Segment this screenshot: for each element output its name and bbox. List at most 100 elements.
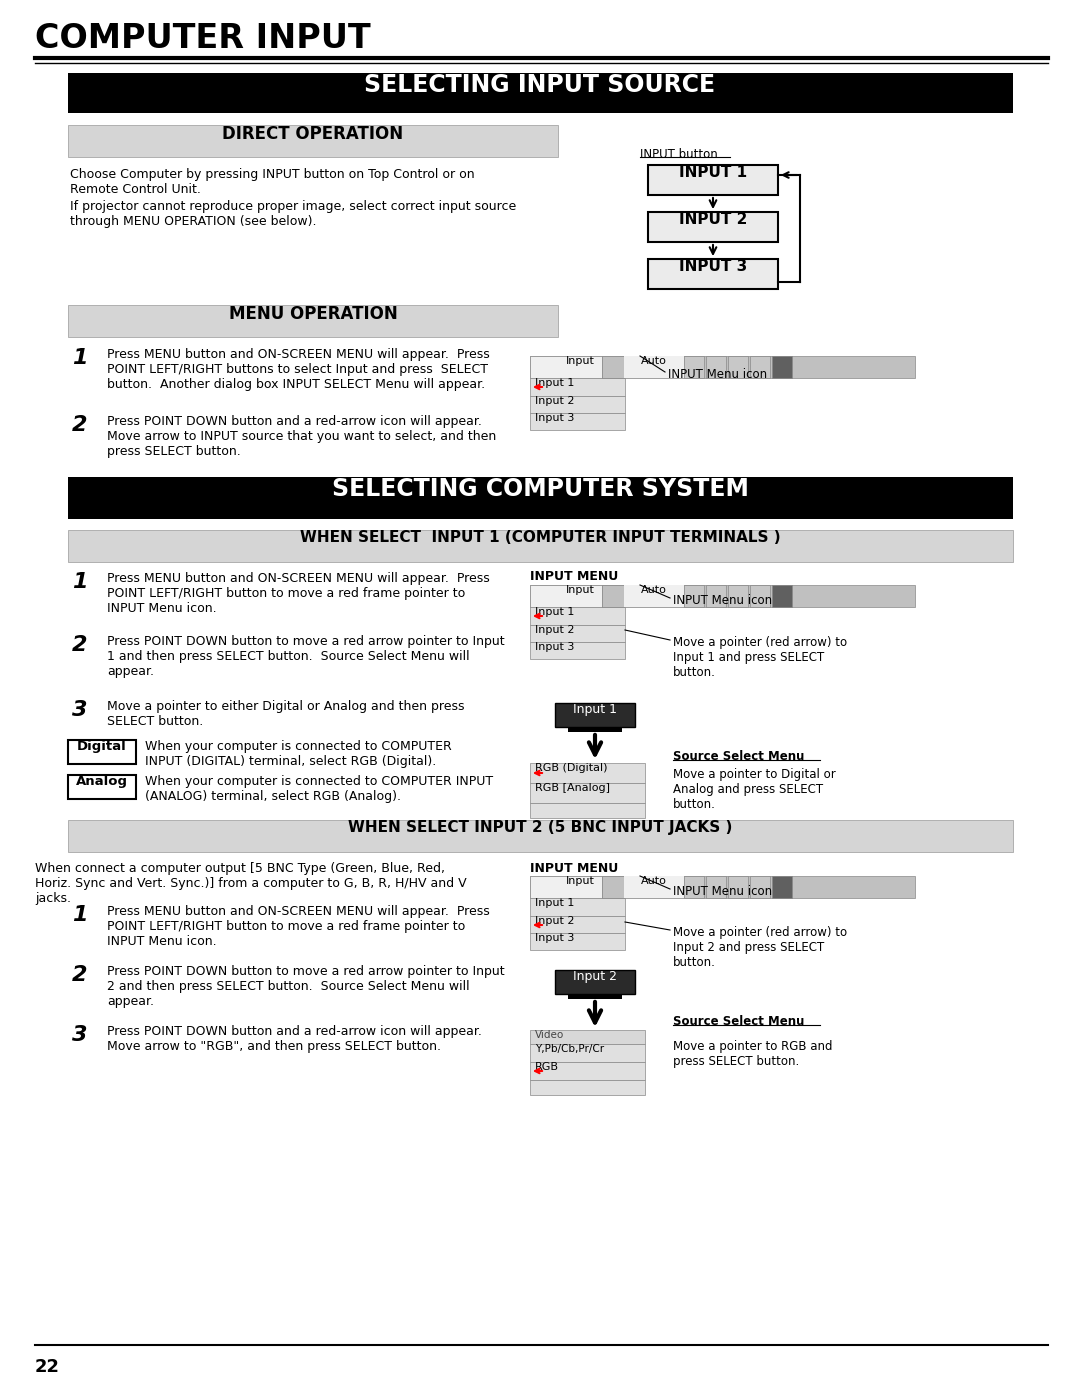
Text: RGB (Digital): RGB (Digital) <box>535 763 607 773</box>
Bar <box>684 876 704 898</box>
Bar <box>602 585 624 608</box>
Text: When connect a computer output [5 BNC Type (Green, Blue, Red,
Horiz. Sync and Ve: When connect a computer output [5 BNC Ty… <box>35 862 467 905</box>
Text: INPUT 2: INPUT 2 <box>679 212 747 226</box>
Bar <box>530 395 625 414</box>
Text: Input 1: Input 1 <box>535 608 575 617</box>
Text: Move a pointer to either Digital or Analog and then press
SELECT button.: Move a pointer to either Digital or Anal… <box>107 700 464 728</box>
Text: INPUT Menu icon: INPUT Menu icon <box>673 886 772 898</box>
Bar <box>68 820 1013 852</box>
Text: Move a pointer to RGB and
press SELECT button.: Move a pointer to RGB and press SELECT b… <box>673 1039 833 1067</box>
Text: 2: 2 <box>72 415 87 434</box>
Text: Press MENU button and ON-SCREEN MENU will appear.  Press
POINT LEFT/RIGHT button: Press MENU button and ON-SCREEN MENU wil… <box>107 571 489 615</box>
Bar <box>68 775 136 799</box>
Bar <box>568 726 622 732</box>
Text: Input 3: Input 3 <box>535 933 575 943</box>
Text: Input 2: Input 2 <box>535 624 575 636</box>
Bar <box>530 643 625 659</box>
Bar <box>728 356 748 379</box>
Bar <box>728 876 748 898</box>
Text: Move a pointer to Digital or
Analog and press SELECT
button.: Move a pointer to Digital or Analog and … <box>673 768 836 812</box>
Text: Source Select Menu: Source Select Menu <box>673 1016 805 1028</box>
Bar <box>530 876 602 898</box>
Text: 3: 3 <box>72 700 87 719</box>
Text: Input 2: Input 2 <box>535 916 575 926</box>
Text: When your computer is connected to COMPUTER
INPUT (DIGITAL) terminal, select RGB: When your computer is connected to COMPU… <box>145 740 451 768</box>
Text: WHEN SELECT  INPUT 1 (COMPUTER INPUT TERMINALS ): WHEN SELECT INPUT 1 (COMPUTER INPUT TERM… <box>299 529 781 545</box>
Bar <box>602 356 624 379</box>
Text: INPUT 1: INPUT 1 <box>679 165 747 180</box>
Bar <box>648 212 778 242</box>
Text: Input 2: Input 2 <box>535 395 575 407</box>
Text: Auto: Auto <box>642 876 667 886</box>
Bar <box>68 476 1013 520</box>
Text: INPUT MENU: INPUT MENU <box>530 862 618 875</box>
Bar <box>684 356 704 379</box>
Text: Auto: Auto <box>642 356 667 366</box>
Text: Move a pointer (red arrow) to
Input 2 and press SELECT
button.: Move a pointer (red arrow) to Input 2 an… <box>673 926 847 970</box>
Text: Input 1: Input 1 <box>535 898 575 908</box>
Text: 1: 1 <box>72 905 87 925</box>
Bar <box>68 305 558 337</box>
Text: Move a pointer (red arrow) to
Input 1 and press SELECT
button.: Move a pointer (red arrow) to Input 1 an… <box>673 636 847 679</box>
Text: Press POINT DOWN button to move a red arrow pointer to Input
1 and then press SE: Press POINT DOWN button to move a red ar… <box>107 636 504 678</box>
Bar <box>772 356 792 379</box>
Bar <box>530 585 915 608</box>
Text: Digital: Digital <box>77 740 126 753</box>
Bar <box>772 585 792 608</box>
Bar <box>530 379 625 395</box>
Text: SELECTING INPUT SOURCE: SELECTING INPUT SOURCE <box>364 73 716 96</box>
Text: WHEN SELECT INPUT 2 (5 BNC INPUT JACKS ): WHEN SELECT INPUT 2 (5 BNC INPUT JACKS ) <box>348 820 732 835</box>
Bar <box>68 73 1013 113</box>
Text: Source Select Menu: Source Select Menu <box>673 750 805 763</box>
Bar <box>530 414 625 430</box>
Bar <box>624 876 684 898</box>
Bar <box>530 803 645 819</box>
Text: Press POINT DOWN button to move a red arrow pointer to Input
2 and then press SE: Press POINT DOWN button to move a red ar… <box>107 965 504 1009</box>
Text: Input 2: Input 2 <box>573 970 617 983</box>
Text: Input: Input <box>566 585 595 595</box>
Bar <box>68 124 558 156</box>
Text: SELECTING COMPUTER SYSTEM: SELECTING COMPUTER SYSTEM <box>332 476 748 502</box>
Text: DIRECT OPERATION: DIRECT OPERATION <box>222 124 404 142</box>
Text: INPUT button: INPUT button <box>640 148 718 161</box>
Text: Input 3: Input 3 <box>535 414 575 423</box>
Bar <box>530 1030 645 1044</box>
Bar <box>602 876 624 898</box>
Text: COMPUTER INPUT: COMPUTER INPUT <box>35 22 370 54</box>
Bar <box>555 703 635 726</box>
Text: RGB [Analog]: RGB [Analog] <box>535 782 610 793</box>
Text: If projector cannot reproduce proper image, select correct input source
through : If projector cannot reproduce proper ima… <box>70 200 516 228</box>
Bar <box>706 876 726 898</box>
Text: 22: 22 <box>35 1358 60 1376</box>
Text: Y,Pb/Cb,Pr/Cr: Y,Pb/Cb,Pr/Cr <box>535 1044 604 1053</box>
Text: Press MENU button and ON-SCREEN MENU will appear.  Press
POINT LEFT/RIGHT button: Press MENU button and ON-SCREEN MENU wil… <box>107 348 489 391</box>
Text: Input: Input <box>566 356 595 366</box>
Text: Input 1: Input 1 <box>535 379 575 388</box>
Bar <box>624 356 684 379</box>
Text: Press MENU button and ON-SCREEN MENU will appear.  Press
POINT LEFT/RIGHT button: Press MENU button and ON-SCREEN MENU wil… <box>107 905 489 949</box>
Bar <box>530 876 915 898</box>
Text: 2: 2 <box>72 636 87 655</box>
Text: Input 1: Input 1 <box>573 703 617 717</box>
Bar <box>530 916 625 933</box>
Bar <box>530 1062 645 1080</box>
Text: INPUT Menu icon: INPUT Menu icon <box>673 594 772 608</box>
Text: Analog: Analog <box>76 775 129 788</box>
Text: Press POINT DOWN button and a red-arrow icon will appear.
Move arrow to "RGB", a: Press POINT DOWN button and a red-arrow … <box>107 1025 482 1053</box>
Text: MENU OPERATION: MENU OPERATION <box>229 305 397 323</box>
Text: Press POINT DOWN button and a red-arrow icon will appear.
Move arrow to INPUT so: Press POINT DOWN button and a red-arrow … <box>107 415 496 458</box>
Bar <box>530 608 625 624</box>
Text: Auto: Auto <box>642 585 667 595</box>
Bar <box>684 585 704 608</box>
Bar <box>706 585 726 608</box>
Text: Video: Video <box>535 1030 564 1039</box>
Bar <box>530 763 645 782</box>
Bar <box>624 585 684 608</box>
Text: Input 3: Input 3 <box>535 643 575 652</box>
Bar <box>750 876 770 898</box>
Bar <box>648 258 778 289</box>
Bar <box>772 876 792 898</box>
Text: 3: 3 <box>72 1025 87 1045</box>
Text: Input: Input <box>566 876 595 886</box>
Text: RGB: RGB <box>535 1062 559 1071</box>
